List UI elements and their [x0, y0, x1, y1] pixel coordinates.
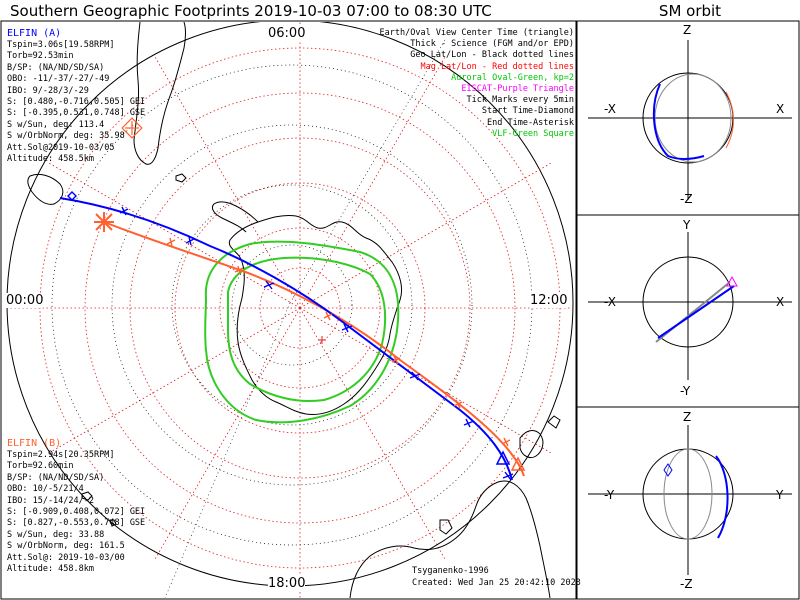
sm1-left-label: -X: [604, 102, 616, 116]
legend-entry: Start Time-Diamond: [481, 106, 574, 117]
elfin-b-info: ELFIN (B) Tspin=2.94s[20.35RPM] Torb=92.…: [7, 438, 145, 575]
heard-island: [109, 519, 117, 527]
sm1-right-label: X: [776, 102, 785, 116]
elfin-a-line: Torb=92.53min: [7, 51, 74, 62]
sm3-top-label: Z: [683, 410, 692, 424]
sm-panel-1: [588, 40, 792, 200]
sm2-left-label: -X: [604, 295, 616, 309]
sm-orbit-title: SM orbit: [658, 2, 722, 20]
elfin-b-line: Torb=92.60min: [7, 461, 74, 472]
elfin-b-footprint-track: [103, 221, 525, 477]
elfin-a-footprint-track: [59, 197, 513, 481]
falkland-islands: [175, 173, 187, 183]
elfin-b-end-asterisk: [94, 212, 114, 232]
elfin-b-tick-marks: [166, 237, 511, 447]
sm-panel-2: [588, 232, 792, 380]
sm-panel-3: [588, 425, 792, 575]
created-timestamp: Created: Wed Jan 25 20:42:10 2023: [412, 578, 581, 588]
elfin-a-line: Tspin=3.06s[19.58RPM]: [7, 40, 115, 50]
tasmania: [439, 519, 453, 535]
elfin-a-start-diamond: [67, 191, 77, 201]
elfin-a-info: ELFIN (A) Tspin=3.06s[19.58RPM] Torb=92.…: [7, 28, 145, 165]
map-legend: Earth/Oval View Center Time (triangle) Th…: [380, 28, 574, 140]
auroral-oval-outer: [204, 240, 400, 424]
sm2-bottom-label: -Y: [680, 384, 691, 398]
sm3-right-label: Y: [776, 488, 784, 502]
mag-lat-lon-grid: [10, 22, 575, 598]
sm-frame: [576, 20, 800, 600]
legend-entry: Earth/Oval View Center Time (triangle): [379, 28, 574, 38]
sm2-right-label: X: [776, 295, 785, 309]
elfin-b-line: Att.Sol@: 2019-10-03/00: [7, 552, 125, 563]
legend-entry: Mag Lat/Lon - Red dotted lines: [420, 61, 574, 72]
sm1-top-label: Z: [683, 23, 692, 37]
legend-entry: Tick Marks every 5min: [466, 95, 574, 106]
africa-coast: [27, 173, 64, 205]
coastlines: [27, 22, 561, 598]
sm3-left-label: -Y: [604, 488, 615, 502]
elfin-b-line: Altitude: 458.8km: [7, 564, 94, 575]
elfin-b-line: S: [0.827,-0.553,0.748] GSE: [7, 518, 146, 529]
geo-meridian: [289, 39, 446, 304]
elfin-a-line: Altitude: 458.5km: [7, 154, 94, 165]
elfin-a-line: S w/OrbNorm, deg: 35.98: [7, 131, 125, 142]
south-america-coast: [133, 22, 186, 165]
sm3-bottom-label: -Z: [680, 577, 693, 591]
pole-marks: [318, 336, 326, 344]
geo-meridian: [164, 302, 291, 598]
antarctic-peninsula: [211, 201, 259, 233]
legend-entry: Thick - Science (FGM and/or EPD): [410, 39, 574, 50]
elfin-b-line: Tspin=2.94s[20.35RPM]: [7, 450, 115, 460]
clock-label-right: 12:00: [530, 293, 568, 308]
legend-entry: VLF-Green Square: [492, 128, 574, 139]
elfin-b-view-triangle: [510, 456, 526, 471]
vlf-square-marker: [121, 117, 143, 139]
elfin-a-line: Att.Sol@2019-10-03/05: [7, 142, 115, 153]
elfin-a-line: IBO: 9/-28/3/-29: [7, 85, 89, 96]
clock-label-left: 00:00: [6, 293, 44, 308]
elfin-a-tick-marks: [119, 206, 514, 481]
antarctica-coast: [228, 215, 403, 415]
elfin-a-line: S w/Sun, deg: 113.4: [7, 119, 105, 130]
elfin-a-line: S: [-0.395,0.531,0.748] GSE: [7, 108, 146, 119]
elfin-a-header: ELFIN (A): [7, 28, 62, 39]
elfin-b-line: OBO: 10/-5/21/4: [7, 484, 84, 495]
elfin-b-line: IBO: 15/-14/24/-2: [7, 495, 94, 506]
elfin-a-line: OBO: -11/-37/-27/-49: [7, 74, 110, 85]
elfin-b-line: B/SP: (NA/ND/SD/SA): [7, 472, 105, 483]
page-title: Southern Geographic Footprints 2019-10-0…: [10, 2, 492, 20]
legend-entry: Geo Lat/Lon - Black dotted lines: [410, 50, 574, 61]
elfin-a-line: B/SP: (NA/ND/SD/SA): [7, 62, 105, 73]
sm2-top-label: Y: [683, 218, 691, 232]
elfin-b-line: S w/Sun, deg: 33.88: [7, 529, 105, 540]
elfin-a-view-triangle: [495, 450, 511, 465]
auroral-oval-inner: [227, 256, 387, 402]
map-frame: [0, 20, 577, 600]
legend-entry: End Time-Asterisk: [487, 117, 574, 128]
new-zealand: [519, 415, 561, 459]
elfin-b-line: S w/OrbNorm, deg: 161.5: [7, 541, 125, 552]
elfin-b-line: S: [-0.909,0.408,0.072] GEI: [7, 507, 146, 518]
clock-label-bottom: 18:00: [268, 576, 306, 591]
legend-entry: Auroral Oval-Green, kp=2: [451, 72, 574, 83]
australia-coast: [349, 480, 551, 598]
kerguelen: [81, 491, 93, 501]
sm1-bottom-label: -Z: [680, 192, 693, 206]
elfin-a-line: S: [0.480,-0.716,0.505] GEI: [7, 97, 146, 108]
model-credit: Tsyganenko-1996: [412, 566, 489, 576]
elfin-b-header: ELFIN (B): [7, 438, 62, 449]
clock-label-top: 06:00: [268, 26, 306, 41]
legend-entry: EISCAT-Purple Triangle: [461, 84, 574, 95]
